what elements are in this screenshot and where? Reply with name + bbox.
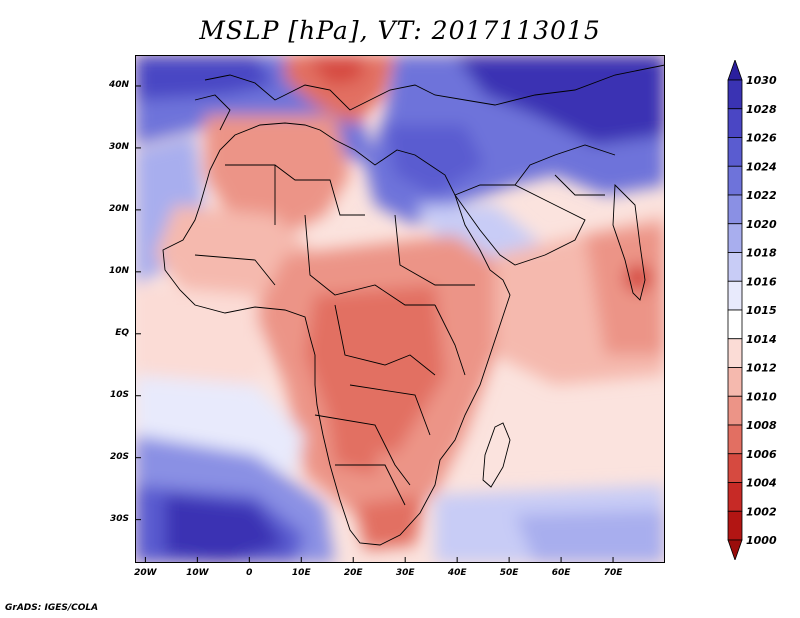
lon-label: 60E [551,568,571,578]
colorbar-label: 1024 [746,160,777,173]
grads-credit: GrADS: IGES/COLA [5,603,99,613]
pressure-map [135,55,665,563]
colorbar-swatch [727,482,743,512]
lon-label: 70E [603,568,623,578]
colorbar-swatch [727,137,743,167]
colorbar-label: 1000 [746,534,777,547]
colorbar-swatch [727,108,743,138]
lon-label: 40E [447,568,467,578]
map-title: MSLP [hPa], VT: 2017113015 [199,16,601,45]
lat-label: 10S [109,389,129,400]
colorbar-label: 1018 [746,247,777,260]
colorbar-label: 1006 [746,448,777,461]
lon-label: 10W [186,568,209,578]
colorbar-label: 1002 [746,505,777,518]
axis-ticks [135,85,614,563]
colorbar-label: 1012 [746,362,777,375]
colorbar-swatch [727,395,743,426]
lat-label: 40N [108,79,129,90]
lat-label: EQ [115,327,129,338]
colorbar-label: 1015 [746,304,777,317]
lon-label: 0 [246,568,253,578]
colorbar-swatch [727,223,743,253]
lon-label: 20W [134,568,157,578]
colorbar-label: 1016 [746,275,777,288]
colorbar-swatch [727,367,743,397]
pressure-field [135,55,665,563]
colorbar-swatch [727,338,743,368]
colorbar-swatch [727,453,743,483]
colorbar-label: 1020 [746,218,777,231]
colorbar-swatch [727,309,743,340]
colorbar-label: 1014 [746,333,777,346]
colorbar-label: 1026 [746,132,777,145]
lat-label: 30S [109,513,129,524]
colorbar-swatch [727,79,743,110]
colorbar-label: 1030 [746,74,777,87]
colorbar-label: 1004 [746,477,777,490]
lon-label: 50E [499,568,519,578]
colorbar-top-arrow [727,60,743,81]
colorbar-swatch [727,280,743,311]
coastlines [162,64,665,546]
lon-label: 30E [395,568,415,578]
colorbar-label: 1010 [746,390,777,403]
lat-label: 20N [108,203,129,214]
colorbar-swatch [727,510,743,541]
lon-label: 20E [343,568,363,578]
colorbar: 1030 1028 1026 1024 1022 1020 1018 1016 1015 1014… [727,60,777,560]
colorbar-swatch [727,424,743,455]
colorbar-swatch [727,194,743,225]
lon-label: 10E [291,568,311,578]
colorbar-bottom-arrow [727,539,743,560]
colorbar-label: 1028 [746,103,777,116]
map-frame [135,55,665,563]
lat-label: 30N [108,141,129,152]
lat-label: 20S [109,451,129,462]
colorbar-swatch [727,165,743,196]
colorbar-label: 1008 [746,419,777,432]
colorbar-swatch [727,252,743,282]
lat-label: 10N [108,265,129,276]
colorbar-label: 1022 [746,189,777,202]
